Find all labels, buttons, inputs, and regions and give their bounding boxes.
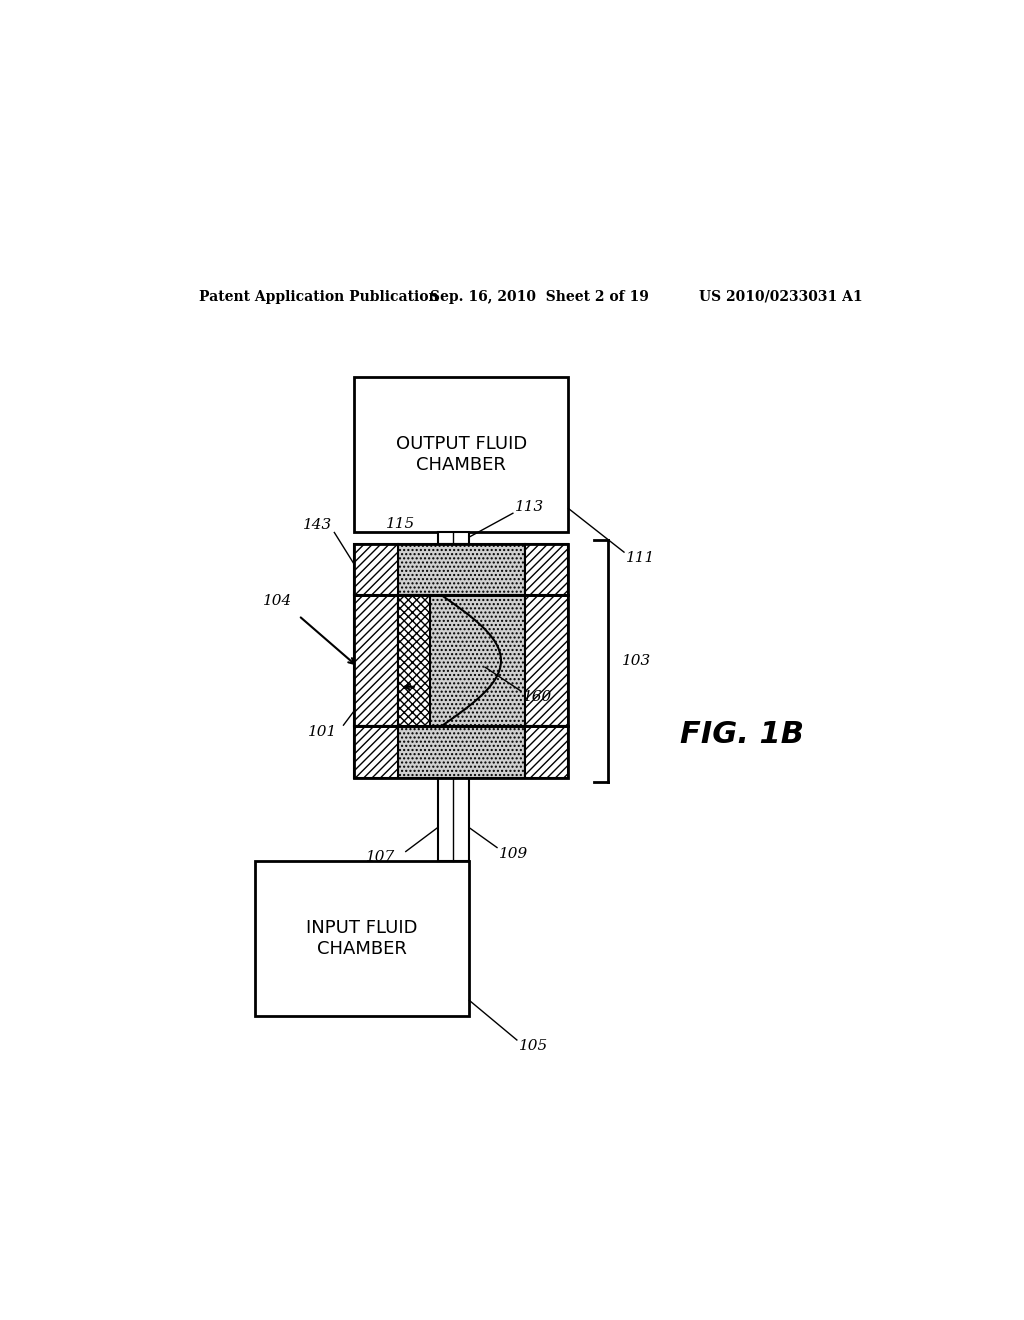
Text: 103: 103 xyxy=(623,653,651,668)
Bar xyxy=(397,595,524,726)
Text: OUTPUT FLUID
CHAMBER: OUTPUT FLUID CHAMBER xyxy=(395,434,527,474)
Bar xyxy=(354,544,397,595)
Bar xyxy=(354,544,568,595)
Bar xyxy=(354,378,568,532)
Text: 109: 109 xyxy=(500,847,528,861)
Text: US 2010/0233031 A1: US 2010/0233031 A1 xyxy=(699,289,863,304)
Bar xyxy=(524,544,568,595)
Bar xyxy=(437,777,469,861)
Text: Sep. 16, 2010  Sheet 2 of 19: Sep. 16, 2010 Sheet 2 of 19 xyxy=(430,289,648,304)
Bar xyxy=(397,544,524,595)
Text: 160: 160 xyxy=(523,689,553,704)
Bar xyxy=(524,726,568,777)
Text: FIG. 1B: FIG. 1B xyxy=(680,719,804,748)
Bar xyxy=(437,532,469,544)
Bar xyxy=(524,595,568,726)
Bar xyxy=(354,726,397,777)
Text: 143: 143 xyxy=(303,519,332,532)
Bar xyxy=(397,595,429,726)
Text: 101: 101 xyxy=(308,725,337,739)
Text: 113: 113 xyxy=(515,500,545,513)
Bar xyxy=(354,726,568,777)
Bar xyxy=(354,595,397,726)
Text: 111: 111 xyxy=(626,552,654,565)
Text: Patent Application Publication: Patent Application Publication xyxy=(200,289,439,304)
Text: 105: 105 xyxy=(519,1039,549,1052)
Text: 107: 107 xyxy=(366,850,395,865)
Text: 115: 115 xyxy=(386,516,415,531)
Bar xyxy=(397,726,524,777)
Bar xyxy=(255,861,469,1016)
Text: 104: 104 xyxy=(263,594,292,609)
Text: INPUT FLUID
CHAMBER: INPUT FLUID CHAMBER xyxy=(306,919,418,958)
Bar xyxy=(354,595,568,726)
